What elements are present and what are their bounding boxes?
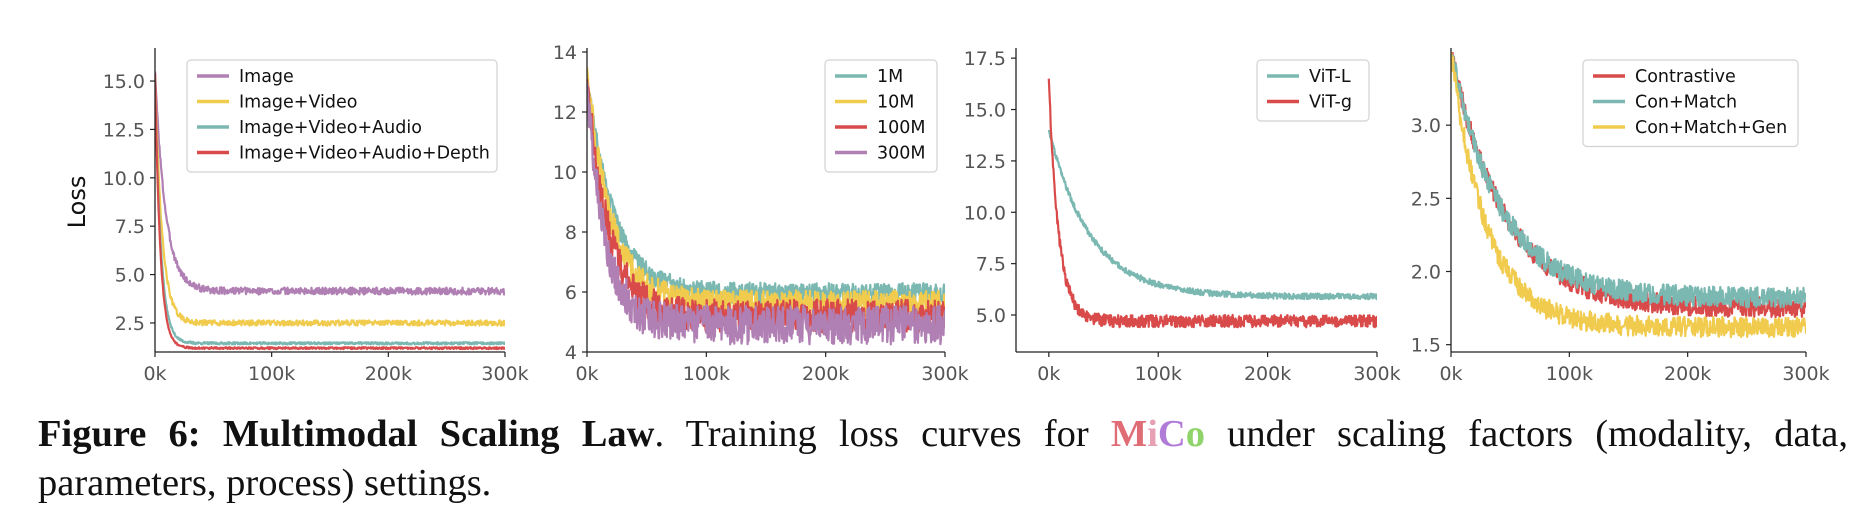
x-tick-label: 0k bbox=[1439, 363, 1462, 385]
y-tick-label: 10.0 bbox=[103, 168, 145, 190]
y-tick-label: 5.0 bbox=[115, 265, 145, 287]
series-line bbox=[155, 77, 505, 346]
chart-panel: 0k 100k 200k 300k 2.5 5.0 7.5 10.0 12.5 15.0 Loss I… bbox=[63, 48, 529, 385]
caption-text-after: under scaling factors (modality, data, p… bbox=[38, 413, 1849, 504]
series-line bbox=[155, 75, 505, 327]
x-tick-label: 200k bbox=[802, 363, 849, 385]
series-line bbox=[1451, 52, 1806, 309]
x-tick-label: 100k bbox=[683, 363, 730, 385]
plot-area bbox=[587, 66, 945, 346]
x-tick-label: 300k bbox=[1353, 363, 1400, 385]
figure-label: Figure 6: bbox=[38, 413, 201, 455]
legend-entry: 100M bbox=[877, 118, 926, 138]
chart-panel: 0k 100k 200k 300k 4 6 8 10 12 14 1M 10M 100M 300M bbox=[553, 42, 969, 385]
legend-entry: ViT-g bbox=[1309, 93, 1352, 113]
legend-entry: Con+Match+Gen bbox=[1635, 118, 1787, 138]
legend: 1M 10M 100M 300M bbox=[824, 59, 938, 173]
legend-box bbox=[824, 59, 938, 173]
y-tick-label: 7.5 bbox=[115, 216, 145, 238]
legend-box bbox=[1582, 59, 1799, 148]
model-name: MiCo bbox=[1111, 413, 1205, 455]
series-line bbox=[587, 81, 945, 346]
y-tick-label: 8 bbox=[565, 222, 577, 244]
model-name-letter: C bbox=[1157, 413, 1186, 455]
y-tick-label: 15.0 bbox=[964, 100, 1006, 122]
model-name-letter: i bbox=[1147, 413, 1158, 455]
legend-entry: ViT-L bbox=[1309, 67, 1351, 87]
y-tick-label: 12 bbox=[553, 102, 577, 124]
legend: ViT-L ViT-g bbox=[1256, 59, 1370, 122]
x-tick-label: 300k bbox=[921, 363, 968, 385]
y-tick-label: 5.0 bbox=[976, 305, 1006, 327]
x-tick-label: 0k bbox=[1037, 363, 1060, 385]
x-tick-label: 100k bbox=[1546, 363, 1593, 385]
x-tick-label: 200k bbox=[365, 363, 412, 385]
y-tick-label: 4 bbox=[565, 342, 577, 364]
model-name-letter: M bbox=[1110, 413, 1148, 455]
y-tick-label: 10 bbox=[553, 162, 577, 184]
legend-box bbox=[186, 59, 498, 173]
y-tick-label: 7.5 bbox=[976, 254, 1006, 276]
series-line bbox=[1047, 78, 1377, 329]
legend: Contrastive Con+Match Con+Match+Gen bbox=[1582, 59, 1799, 148]
y-tick-label: 10.0 bbox=[964, 202, 1006, 224]
series-line bbox=[1047, 129, 1377, 301]
series-line bbox=[155, 71, 505, 296]
caption-text-before: . Training loss curves for bbox=[654, 413, 1111, 455]
legend-entry: 1M bbox=[877, 67, 903, 87]
legend-entry: 300M bbox=[877, 144, 926, 164]
y-tick-label: 6 bbox=[565, 282, 577, 304]
y-tick-label: 1.5 bbox=[1411, 335, 1441, 357]
legend-entry: Con+Match bbox=[1635, 93, 1737, 113]
x-tick-label: 100k bbox=[248, 363, 295, 385]
series-line bbox=[155, 73, 505, 351]
x-tick-label: 0k bbox=[143, 363, 166, 385]
chart-panel: 0k 100k 200k 300k 5.0 7.5 10.0 12.5 15.0 17.5 ViT-… bbox=[964, 48, 1401, 385]
legend-entry: Image bbox=[239, 67, 294, 87]
x-tick-label: 200k bbox=[1664, 363, 1711, 385]
y-tick-label: 2.0 bbox=[1411, 262, 1441, 284]
legend-entry: Image+Video bbox=[239, 93, 358, 113]
plot-area bbox=[155, 71, 505, 351]
y-tick-label: 14 bbox=[553, 42, 577, 64]
legend-entry: Contrastive bbox=[1635, 67, 1736, 87]
legend: Image Image+Video Image+Video+Audio Image+V… bbox=[186, 59, 498, 173]
y-tick-label: 17.5 bbox=[964, 48, 1006, 70]
y-tick-label: 15.0 bbox=[103, 71, 145, 93]
y-tick-label: 12.5 bbox=[964, 151, 1006, 173]
x-tick-label: 0k bbox=[575, 363, 598, 385]
plot-area bbox=[1047, 78, 1377, 329]
series-line bbox=[1451, 52, 1806, 339]
model-name-letter: o bbox=[1185, 413, 1205, 455]
x-tick-label: 300k bbox=[481, 363, 528, 385]
chart-panel: 0k 100k 200k 300k1.52.02.53.0ContrastiveCon… bbox=[1411, 48, 1830, 385]
x-tick-label: 100k bbox=[1135, 363, 1182, 385]
x-tick-label: 200k bbox=[1244, 363, 1291, 385]
x-tick-label: 300k bbox=[1782, 363, 1829, 385]
legend-entry: 10M bbox=[877, 93, 914, 113]
y-tick-label: 2.5 bbox=[1411, 188, 1441, 210]
y-axis-label: Loss bbox=[63, 176, 91, 229]
plot-area bbox=[1451, 52, 1806, 339]
training-loss-charts: 0k 100k 200k 300k2.55.07.510.012.515.0LossI… bbox=[63, 42, 1830, 385]
legend-entry: Image+Video+Audio+Depth bbox=[239, 144, 490, 164]
figure-caption: Figure 6: Multimodal Scaling Law. Traini… bbox=[38, 410, 1848, 508]
y-tick-label: 3.0 bbox=[1411, 115, 1441, 137]
series-line bbox=[587, 75, 945, 305]
legend-entry: Image+Video+Audio bbox=[239, 118, 422, 138]
figure-title: Multimodal Scaling Law bbox=[222, 413, 655, 455]
y-tick-label: 12.5 bbox=[103, 119, 145, 141]
y-tick-label: 2.5 bbox=[115, 313, 145, 335]
